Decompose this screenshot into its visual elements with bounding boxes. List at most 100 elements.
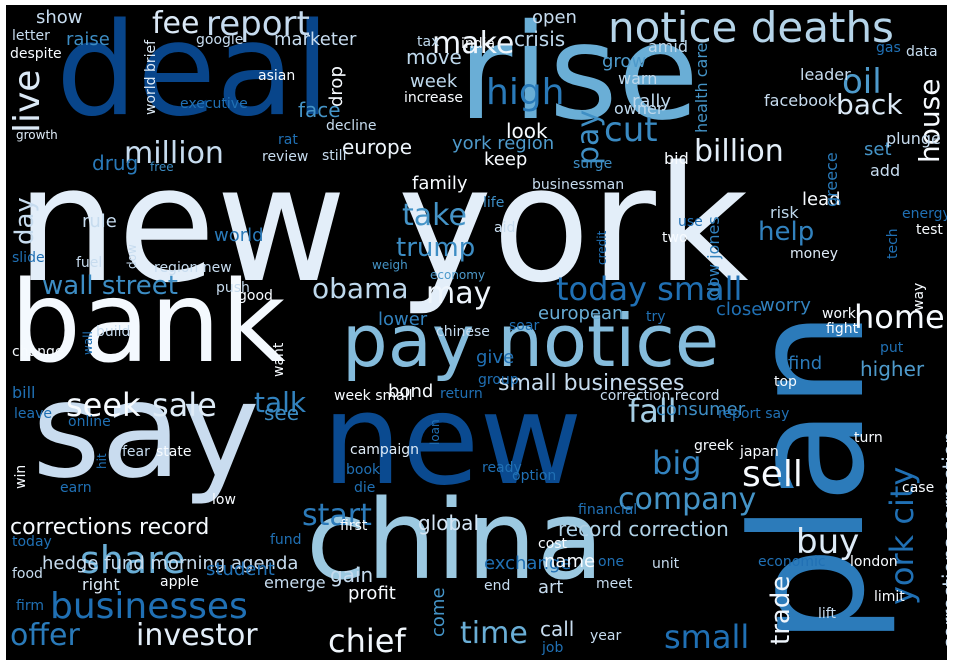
word-bill: bill: [12, 383, 36, 402]
word-worry: worry: [760, 295, 811, 316]
word-businesses: businesses: [50, 586, 248, 627]
word-use: use: [678, 214, 703, 230]
word-fund: fund: [270, 532, 302, 548]
word-face: face: [298, 98, 341, 122]
word-plunge: plunge: [886, 129, 941, 148]
word-look: look: [506, 119, 548, 143]
word-health-care: health care: [692, 42, 711, 133]
word-share: share: [80, 538, 186, 582]
word-soar: soar: [509, 318, 540, 334]
word-week-small: week small: [334, 388, 413, 404]
word-rat: rat: [278, 132, 298, 148]
word-help: help: [758, 217, 815, 247]
word-top: top: [774, 374, 797, 390]
word-cost: cost: [538, 536, 568, 552]
word-pay-notice: pay notice: [342, 299, 720, 383]
word-job: job: [542, 640, 564, 656]
word-die: die: [354, 480, 376, 496]
word-lower: lower: [378, 309, 428, 330]
word-tax: tax: [417, 34, 440, 50]
word-trump: trump: [396, 233, 476, 263]
word-greece: greece: [822, 152, 841, 207]
word-world-brief: world brief: [143, 39, 159, 115]
word-meet: meet: [596, 576, 633, 592]
word-give: give: [476, 347, 515, 368]
word-option: option: [512, 468, 557, 484]
word-high: high: [486, 72, 565, 113]
word-still: still: [322, 148, 347, 164]
word-work: work: [822, 306, 856, 322]
word-group: group: [478, 372, 519, 388]
word-emerge: emerge: [264, 573, 326, 592]
word-report-say: report say: [718, 406, 790, 422]
word-small: small: [664, 618, 750, 656]
word-one: one: [598, 554, 625, 570]
word-profit: profit: [348, 583, 396, 604]
word-start: start: [302, 498, 372, 533]
word-corrections-record: corrections record: [10, 515, 210, 540]
word-lift: lift: [818, 606, 836, 622]
word-online: online: [68, 414, 111, 430]
word-letter: letter: [12, 28, 50, 44]
word-increase: increase: [404, 90, 464, 106]
word-risk: risk: [770, 203, 799, 222]
word-leave: leave: [14, 406, 52, 422]
word-take: take: [402, 198, 467, 233]
word-book: book: [346, 462, 381, 478]
word-today: today: [12, 534, 52, 550]
word-build: build: [96, 324, 131, 340]
word-global: global: [418, 511, 479, 535]
word-businessman: businessman: [532, 177, 625, 193]
word-fall: fall: [628, 392, 677, 430]
word-see: see: [264, 401, 300, 425]
word-push: push: [216, 280, 250, 296]
word-google: google: [196, 32, 244, 48]
word-growth: growth: [16, 128, 58, 142]
word-firm: firm: [16, 598, 44, 614]
word-family: family: [412, 173, 468, 194]
word-find: find: [788, 353, 823, 374]
word-time: time: [460, 616, 528, 651]
word-region-new: region new: [154, 260, 232, 276]
word-try: try: [646, 309, 666, 325]
word-food: food: [12, 566, 43, 582]
word-add: add: [870, 161, 901, 180]
word-world: world: [214, 225, 264, 246]
word-economic: economic: [758, 554, 826, 570]
word-grow: grow: [602, 51, 647, 72]
word-end: end: [484, 578, 511, 594]
word-energy: energy: [902, 206, 947, 222]
word-new-york: new york: [16, 131, 749, 318]
word-cloud: new york rise deal bank plan say new china pay n…: [6, 5, 947, 660]
word-week: week: [410, 71, 458, 92]
word-company: company: [618, 482, 757, 517]
word-consumer: consumer: [656, 399, 746, 420]
word-sell: sell: [742, 454, 803, 495]
word-record-correction: record correction: [558, 517, 729, 541]
word-may: may: [426, 276, 492, 311]
word-name: name: [544, 551, 596, 572]
word-free: free: [150, 160, 174, 174]
word-drug: drug: [92, 151, 139, 175]
word-say: say: [32, 354, 260, 508]
word-apple: apple: [160, 574, 199, 590]
word-come: come: [428, 587, 449, 637]
word-talk: talk: [254, 386, 307, 419]
word-big: big: [652, 444, 702, 482]
word-hedge-fund-morning-agenda: hedge fund morning agenda: [42, 553, 299, 574]
word-european: european: [538, 303, 624, 324]
word-credit: credit: [595, 230, 609, 265]
word-sale: sale: [152, 386, 217, 424]
word-money: money: [790, 246, 838, 262]
word-right: right: [82, 575, 120, 594]
word-make: make: [432, 26, 515, 61]
word-review: review: [262, 149, 309, 165]
word-york-region: york region: [452, 133, 555, 154]
word-financial: financial: [578, 502, 638, 518]
word-investor: investor: [136, 618, 258, 653]
word-weigh: weigh: [372, 258, 408, 272]
word-limit: limit: [874, 589, 905, 605]
word-offer: offer: [10, 618, 80, 653]
word-rule: rule: [82, 211, 117, 232]
